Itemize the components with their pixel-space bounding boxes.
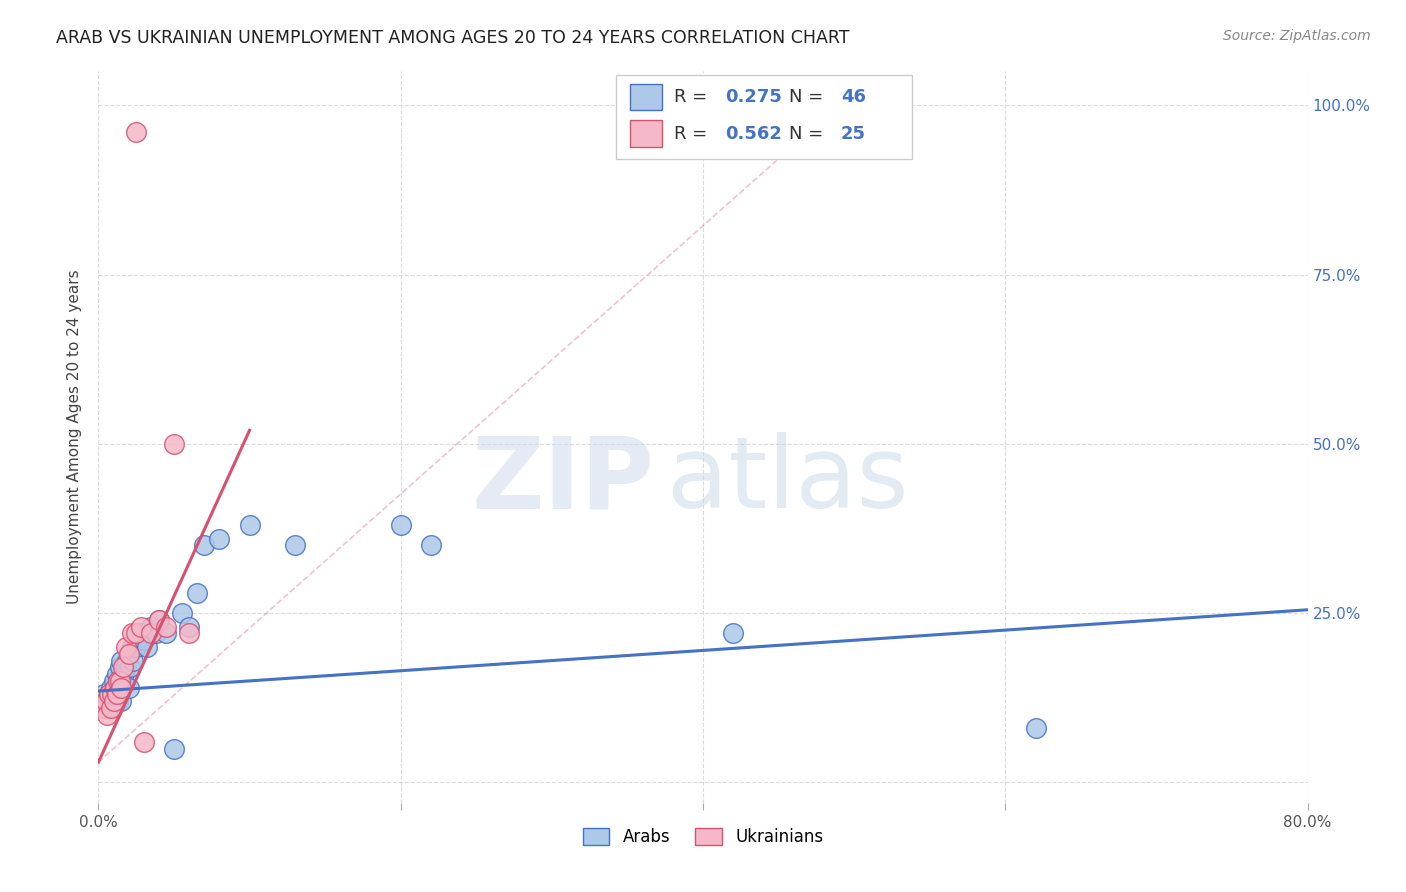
Text: 46: 46 (841, 88, 866, 106)
Text: 0.275: 0.275 (724, 88, 782, 106)
Point (127, 633, 149, 648)
Point (389, 518, 412, 533)
Point (98, 688, 121, 702)
Point (103, 688, 125, 702)
Point (132, 633, 155, 648)
Point (100, 701, 122, 715)
Point (100, 701, 122, 715)
Point (104, 681, 127, 695)
Text: ARAB VS UKRAINIAN UNEMPLOYMENT AMONG AGES 20 TO 24 YEARS CORRELATION CHART: ARAB VS UKRAINIAN UNEMPLOYMENT AMONG AGE… (56, 29, 849, 46)
Point (96, 707, 118, 722)
Point (420, 538, 443, 552)
Point (108, 673, 131, 688)
FancyBboxPatch shape (616, 75, 912, 159)
Point (94, 694, 117, 708)
Point (163, 437, 186, 451)
Point (141, 626, 163, 640)
Point (108, 660, 131, 674)
Point (284, 538, 307, 552)
Point (163, 741, 186, 756)
Point (101, 688, 124, 702)
Point (104, 681, 127, 695)
Point (208, 532, 231, 546)
Point (148, 613, 170, 627)
Text: R =: R = (673, 125, 713, 143)
Point (118, 647, 141, 661)
Point (132, 735, 155, 749)
Point (103, 694, 125, 708)
Point (110, 694, 132, 708)
Point (107, 694, 129, 708)
Point (114, 640, 136, 654)
Text: R =: R = (673, 88, 713, 106)
Point (170, 606, 193, 620)
Text: atlas: atlas (666, 433, 908, 530)
Point (118, 681, 141, 695)
Y-axis label: Unemployment Among Ages 20 to 24 years: Unemployment Among Ages 20 to 24 years (67, 269, 83, 605)
FancyBboxPatch shape (630, 120, 662, 146)
Legend: Arabs, Ukrainians: Arabs, Ukrainians (576, 822, 830, 853)
Point (110, 681, 132, 695)
Point (107, 673, 129, 688)
Point (125, 626, 148, 640)
Point (145, 626, 167, 640)
Text: N =: N = (789, 125, 830, 143)
Point (103, 673, 125, 688)
Point (121, 640, 143, 654)
Point (96, 694, 118, 708)
Point (179, 626, 201, 640)
Point (193, 538, 215, 552)
Point (155, 626, 177, 640)
Point (101, 694, 124, 708)
Point (105, 667, 128, 681)
Point (110, 654, 132, 668)
Point (111, 660, 134, 674)
Text: N =: N = (789, 88, 830, 106)
Point (120, 660, 142, 674)
Point (121, 626, 143, 640)
Point (98, 688, 121, 702)
Point (141, 620, 163, 634)
Point (114, 660, 136, 674)
Point (1024, 721, 1046, 735)
Point (129, 626, 152, 640)
Text: 0.562: 0.562 (724, 125, 782, 143)
Point (723, 626, 745, 640)
Point (155, 620, 177, 634)
Point (94, 694, 117, 708)
Point (186, 586, 208, 600)
Text: 25: 25 (841, 125, 866, 143)
Point (107, 673, 129, 688)
Point (115, 654, 138, 668)
Point (179, 620, 201, 634)
FancyBboxPatch shape (630, 84, 662, 110)
Point (135, 640, 157, 654)
Text: ZIP: ZIP (472, 433, 655, 530)
Point (125, 125, 148, 139)
Text: Source: ZipAtlas.com: Source: ZipAtlas.com (1223, 29, 1371, 43)
Point (122, 654, 145, 668)
Point (111, 673, 134, 688)
Point (112, 667, 135, 681)
Point (93, 688, 115, 702)
Point (105, 688, 128, 702)
Point (100, 681, 122, 695)
Point (105, 688, 128, 702)
Point (148, 613, 170, 627)
Point (129, 620, 152, 634)
Point (125, 640, 148, 654)
Point (93, 701, 115, 715)
Point (239, 518, 262, 533)
